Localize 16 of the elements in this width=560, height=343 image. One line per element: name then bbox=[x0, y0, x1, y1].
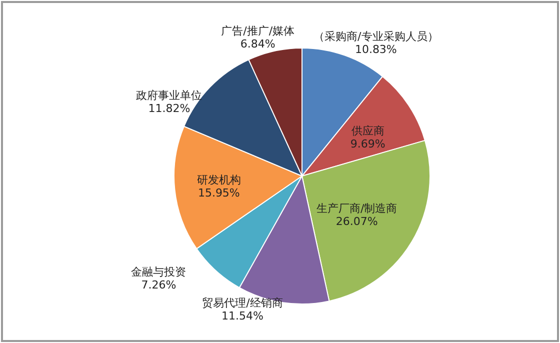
data-label: 26.07% bbox=[336, 214, 378, 228]
data-label: 11.54% bbox=[222, 310, 264, 323]
data-label: 11.82% bbox=[148, 102, 190, 116]
slice-label: 金融与投资 bbox=[131, 266, 186, 279]
slice-label: 贸易代理/经销商 bbox=[202, 296, 283, 310]
data-label: 7.26% bbox=[141, 278, 176, 292]
data-label: 15.95% bbox=[198, 186, 240, 200]
data-label: 10.83% bbox=[354, 42, 397, 56]
slice-label: 研发机构 bbox=[196, 173, 241, 186]
data-label: 9.69% bbox=[350, 138, 386, 151]
slice-label: 政府事业单位 bbox=[136, 89, 202, 102]
slice-label: 广告/推广/媒体 bbox=[221, 24, 295, 38]
slice-label: 供应商 bbox=[351, 124, 384, 138]
slice-label: 生产厂商/制造商 bbox=[316, 202, 398, 215]
slice-label: （采购商/专业采购人员） bbox=[314, 30, 438, 43]
data-label: 6.84% bbox=[240, 38, 276, 51]
